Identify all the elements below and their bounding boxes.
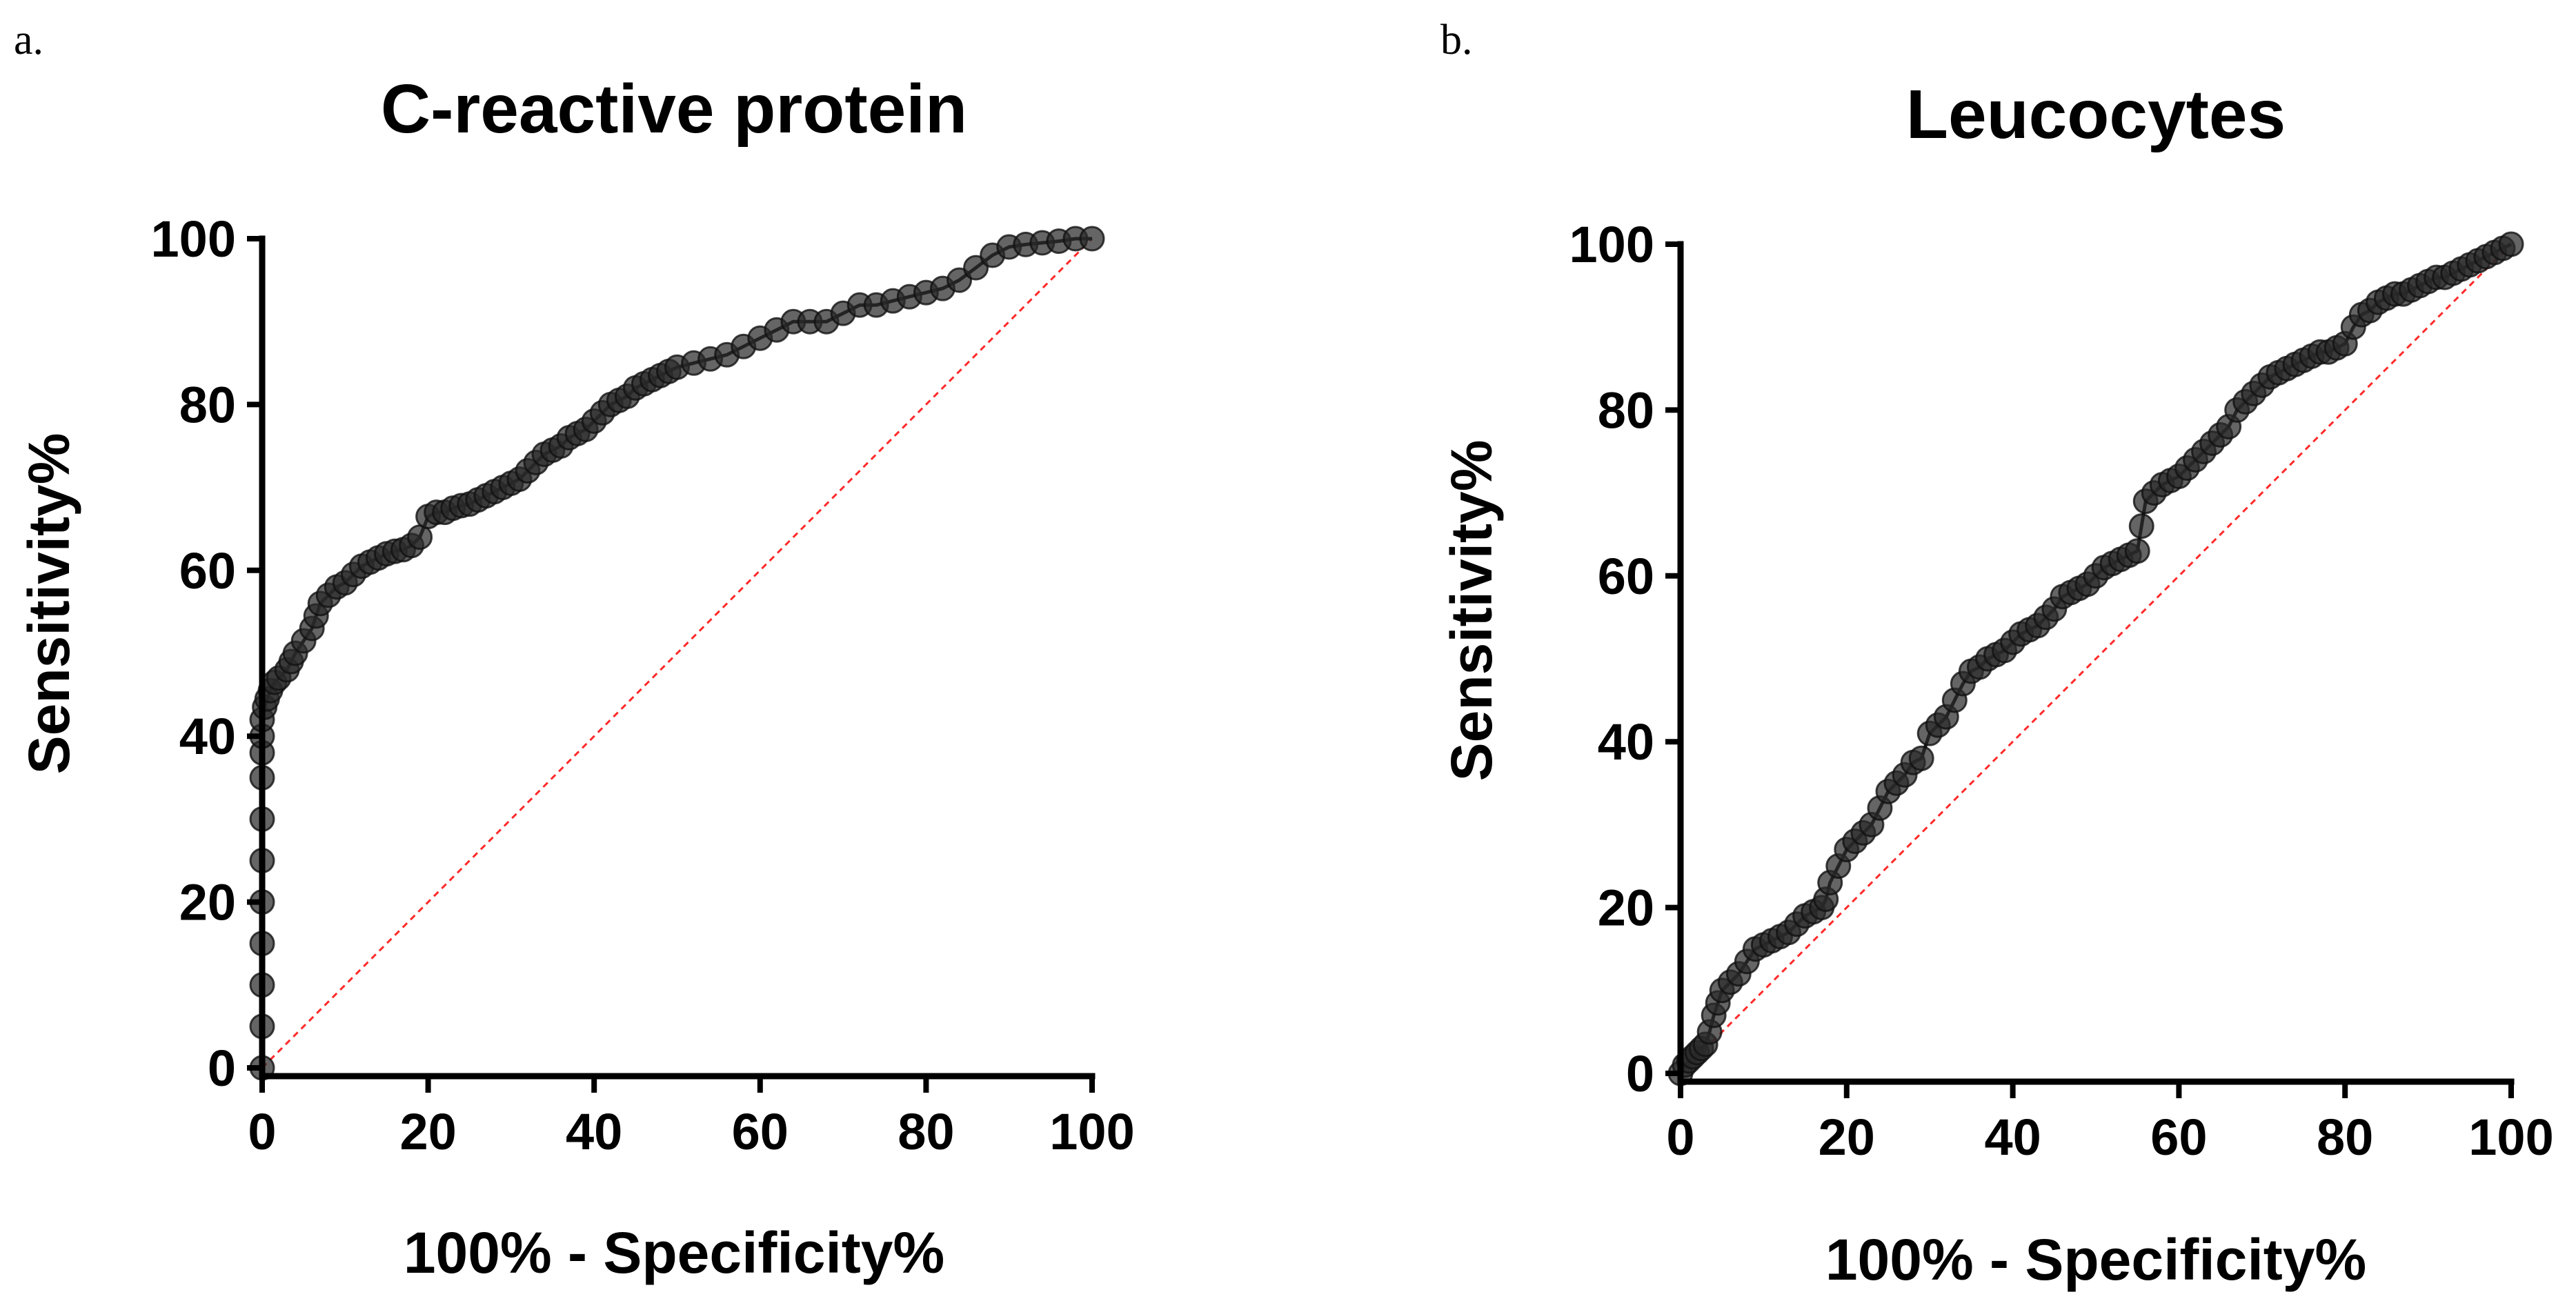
panel-a-x-tick-label: 80: [898, 1103, 954, 1160]
panel-b-axes: 0 20 40 60 80 100 0 20 40 60 80 100: [1569, 216, 2554, 1166]
panel-a-roc-point: [1079, 226, 1105, 252]
panel-a-x-tick-label: 60: [732, 1103, 789, 1160]
panel-b-y-tick-label: 60: [1598, 548, 1654, 605]
panel-b-x-axis-label: 100% - Specificity%: [1825, 1227, 2366, 1292]
panel-b-plot-area: [1667, 231, 2524, 1086]
panel-a-x-tick-label: 100: [1049, 1103, 1134, 1160]
panel-b-y-tick-label: 40: [1598, 713, 1654, 771]
panel-a-plot-area: [249, 226, 1105, 1081]
panel-b-reference-line: [1679, 243, 2513, 1075]
panel-b-x-tick-label: 60: [2150, 1109, 2207, 1166]
panel-b-letter: b.: [1440, 17, 1473, 63]
panel-a-y-tick-label: 80: [179, 376, 236, 433]
panel-b-roc-point: [2128, 513, 2154, 539]
panel-a-reference-line: [261, 237, 1093, 1069]
panel-b-roc-point: [1908, 745, 1934, 771]
panel-a-x-tick-label: 40: [566, 1103, 622, 1160]
panel-a-y-tick-label: 60: [179, 542, 236, 599]
panel-a-x-tick-label: 0: [248, 1103, 276, 1160]
panel-b-x-tick-label: 0: [1666, 1109, 1694, 1166]
panel-a-y-axis-label: Sensitivity%: [17, 433, 81, 775]
panel-b-y-tick-label: 0: [1626, 1045, 1654, 1102]
panel-b-y-axis-label: Sensitivity%: [1439, 440, 1504, 782]
panel-b-roc-point: [2124, 538, 2150, 564]
panel-b-y-tick-label: 20: [1598, 880, 1654, 937]
panel-a-y-tick-label: 20: [179, 874, 236, 931]
panel-a-title: C-reactive protein: [381, 70, 967, 148]
panel-b-x-tick-label: 20: [1819, 1109, 1875, 1166]
panel-b-roc-point: [2498, 231, 2524, 257]
panel-a-x-axis-label: 100% - Specificity%: [404, 1220, 944, 1285]
panel-a-y-tick-label: 0: [208, 1040, 236, 1097]
panel-b-x-tick-label: 100: [2468, 1109, 2553, 1166]
panel-b-x-tick-label: 40: [1984, 1109, 2041, 1166]
panel-b-x-tick-label: 80: [2317, 1109, 2373, 1166]
panel-b-leucocytes-chart: b. Leucocytes 100% - Specificity% Sensit…: [1439, 17, 2554, 1292]
panel-a-crp-chart: a. C-reactive protein 100% - Specificity…: [14, 17, 1135, 1285]
panel-b-y-tick-label: 80: [1598, 381, 1654, 439]
panel-a-x-tick-label: 20: [399, 1103, 456, 1160]
panel-a-y-tick-label: 40: [179, 708, 236, 765]
panel-b-title: Leucocytes: [1906, 76, 2286, 153]
panel-a-axes: 0 20 40 60 80 100 0 20 40 60 80 100: [151, 210, 1135, 1160]
panel-a-letter: a.: [14, 17, 43, 63]
panel-b-y-tick-label: 100: [1569, 216, 1654, 273]
panel-a-y-tick-label: 100: [151, 210, 236, 268]
